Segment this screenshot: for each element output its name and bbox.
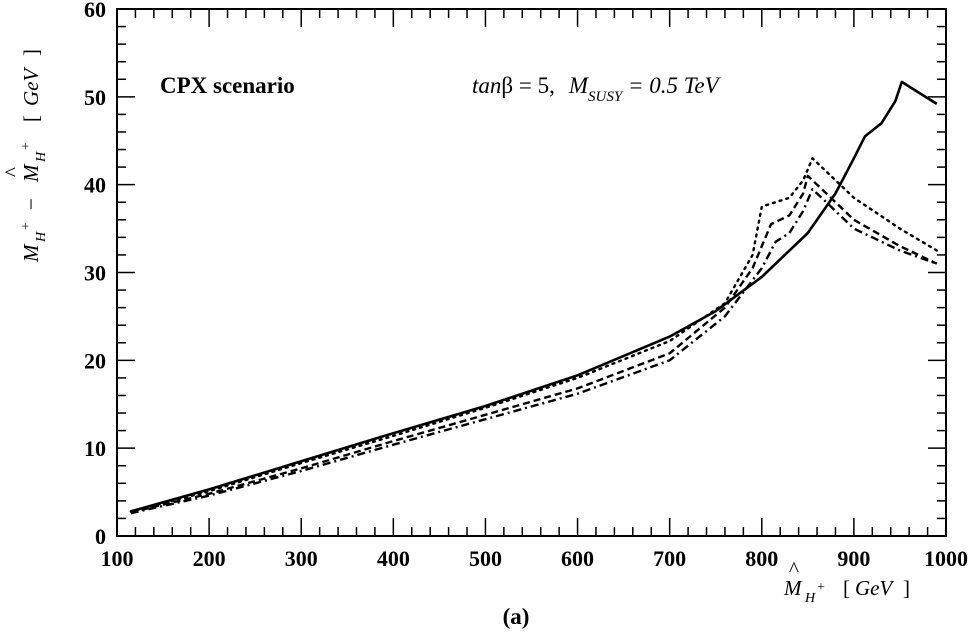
y-tick-label: 40 bbox=[84, 173, 106, 198]
svg-text:+: + bbox=[19, 222, 34, 230]
series-line-dashed bbox=[130, 174, 938, 514]
svg-text:H: H bbox=[34, 231, 49, 243]
y-tick-label: 60 bbox=[84, 0, 106, 22]
svg-text:+: + bbox=[817, 580, 825, 595]
tick-labels: 100 200 300 400 500 600 700 800 900 1000 0 10 20 30 40… bbox=[84, 0, 968, 571]
x-tick-label: 500 bbox=[469, 546, 502, 571]
y-tick-label: 10 bbox=[84, 436, 106, 461]
x-tick-label: 1000 bbox=[924, 546, 968, 571]
x-tick-label: 800 bbox=[745, 546, 778, 571]
svg-text:M: M bbox=[783, 576, 803, 600]
svg-text:[: [ bbox=[19, 115, 43, 122]
svg-text:H: H bbox=[804, 591, 816, 606]
series-layer bbox=[129, 80, 938, 515]
y-tick-label: 0 bbox=[95, 524, 106, 549]
y-tick-label: 20 bbox=[84, 348, 106, 373]
svg-text:]: ] bbox=[903, 576, 910, 600]
series-line-solid bbox=[130, 80, 938, 513]
ticks bbox=[116, 8, 947, 537]
x-axis-label: M ^ H + [ GeV ] bbox=[783, 557, 910, 606]
svg-text:^: ^ bbox=[789, 557, 799, 581]
x-tick-label: 400 bbox=[377, 546, 410, 571]
y-axis-label: M H + − M ^ H + [ GeV ] bbox=[0, 49, 49, 263]
svg-text:GeV: GeV bbox=[855, 576, 894, 600]
y-tick-label: 30 bbox=[84, 261, 106, 286]
svg-text:]: ] bbox=[19, 49, 43, 56]
x-tick-label: 600 bbox=[561, 546, 594, 571]
scenario-annotation: CPX scenario bbox=[160, 73, 295, 98]
x-tick-label: 700 bbox=[653, 546, 686, 571]
params-annotation: tanβ = 5, MSUSY = 0.5 TeV bbox=[472, 73, 722, 105]
x-tick-label: 200 bbox=[193, 546, 226, 571]
svg-text:M: M bbox=[19, 243, 43, 263]
svg-text:^: ^ bbox=[0, 167, 24, 177]
y-tick-label: 50 bbox=[84, 85, 106, 110]
svg-text:[: [ bbox=[843, 576, 850, 600]
svg-text:M: M bbox=[19, 163, 43, 183]
svg-text:H: H bbox=[34, 151, 49, 163]
x-tick-label: 100 bbox=[101, 546, 134, 571]
svg-text:GeV: GeV bbox=[19, 67, 43, 106]
svg-text:−: − bbox=[19, 198, 43, 210]
panel-label: (a) bbox=[503, 604, 530, 629]
svg-text:+: + bbox=[19, 142, 34, 150]
x-tick-label: 900 bbox=[837, 546, 870, 571]
series-line-dotted bbox=[129, 157, 938, 513]
series-line-dash-dot bbox=[130, 187, 938, 515]
x-tick-label: 300 bbox=[285, 546, 318, 571]
